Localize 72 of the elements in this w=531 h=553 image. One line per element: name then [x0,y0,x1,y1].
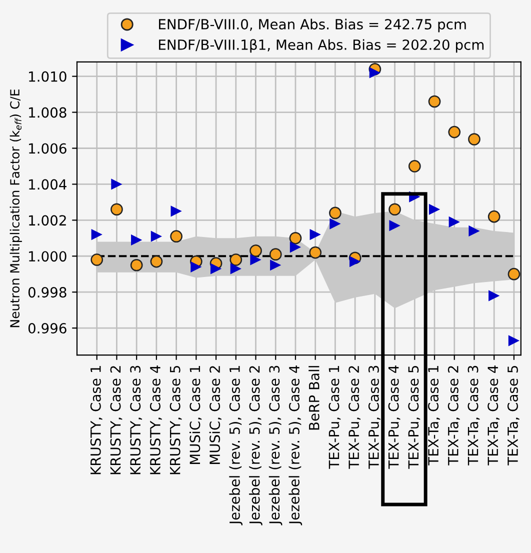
point [388,203,401,216]
y-tick-label: 0.996 [28,323,66,334]
point [488,210,500,223]
point [310,229,321,240]
x-tick-label: KRUSTY, Case 1 [90,366,102,474]
point [110,203,123,216]
y-tick-label: 1.002 [29,215,66,226]
point [389,220,400,232]
point [170,206,182,217]
x-tick-label: KRUSTY, Case 3 [130,366,142,474]
point [91,229,102,240]
x-tick-label: KRUSTY, Case 4 [150,366,162,474]
point [270,260,282,271]
point [230,254,242,266]
legend-label: ENDF/B-VIII.0, Mean Abs. Bias = 242.75 pcm [159,18,466,32]
x-tick-label: TEX-Ta, Case 1 [428,366,440,466]
point [90,254,104,266]
point [269,248,282,261]
x-tick-label: Jezebel (rev. 5), Case 3 [268,366,282,526]
point [448,126,461,138]
point [150,255,163,268]
x-tick-label: Jezebel (rev. 5), Case 2 [249,366,262,526]
legend-label: ENDF/B-VIII.1β1, Mean Abs. Bias = 202.20 pcm [159,39,484,53]
point [330,218,341,230]
point [131,234,142,246]
y-tick-label: 1.004 [29,179,66,190]
point [309,246,322,259]
point [250,254,262,266]
point [289,232,302,244]
point [428,204,440,215]
x-tick-label: Jezebel (rev. 5), Case 4 [288,366,302,526]
point [468,225,480,237]
point [508,335,520,346]
point [369,67,380,78]
point [170,230,182,243]
point [230,263,242,274]
point [329,206,342,220]
y-tick-label: 1.008 [29,107,66,118]
point [210,263,222,274]
point [111,178,122,190]
x-tick-label: TEX-Ta, Case 4 [488,366,500,466]
x-tick-label: TEX-Pu, Case 4 [388,366,400,469]
x-tick-label: BeRP Ball [308,366,320,430]
point [428,95,441,108]
point [130,258,143,272]
x-tick-label: TEX-Ta, Case 5 [507,366,520,466]
y-tick-label: 1.000 [29,251,66,262]
point [408,160,421,172]
x-tick-label: TEX-Ta, Case 3 [468,366,480,466]
y-axis-title: Neutron Multiplication Factor (k$_{eff}$) C/E [10,89,22,328]
point [350,256,361,268]
x-tick-label: TEX-Pu, Case 3 [368,366,380,469]
x-tick-label: MUSiC, Case 1 [189,366,202,464]
point [250,244,262,257]
x-tick-label: KRUSTY, Case 2 [110,366,122,474]
point [488,290,500,302]
x-tick-label: Jezebel (rev. 5), Case 1 [229,366,243,526]
point [190,261,202,272]
x-tick-label: KRUSTY, Case 5 [170,366,182,474]
x-tick-label: MUSiC, Case 2 [209,366,222,464]
x-tick-label: TEX-Pu, Case 5 [408,366,420,469]
point [448,216,460,228]
x-tick-label: TEX-Ta, Case 2 [448,366,460,466]
y-tick-label: 1.006 [29,143,66,154]
x-tick-label: TEX-Pu, Case 1 [328,366,341,469]
y-tick-label: 1.010 [29,71,66,82]
point [508,268,520,280]
point [468,133,480,146]
point [150,230,162,242]
x-tick-label: TEX-Pu, Case 2 [348,366,361,469]
y-tick-label: 0.998 [28,287,66,298]
point [290,242,302,253]
